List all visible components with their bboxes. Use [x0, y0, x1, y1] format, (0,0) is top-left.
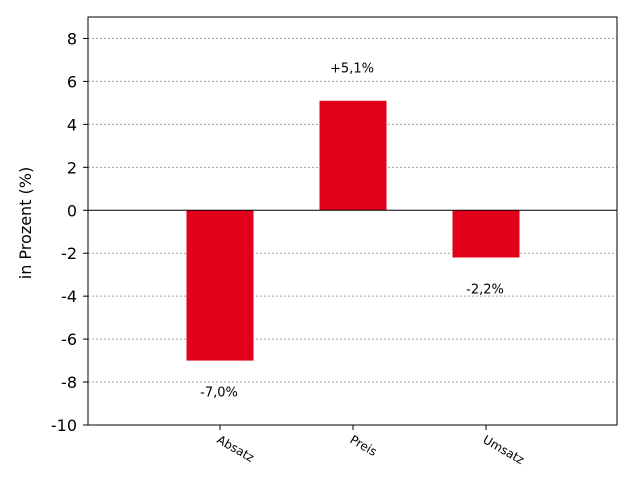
plot-frame [87, 16, 618, 426]
y-tick-label: 4 [67, 115, 77, 134]
y-axis-title: in Prozent (%) [16, 167, 35, 279]
y-tick-label: -10 [51, 416, 77, 435]
bar-preis [319, 100, 387, 211]
x-tick-label: Preis [348, 432, 380, 458]
y-tick-label: 0 [67, 201, 77, 220]
x-axis-ticks: Absatz Preis Umsatz [215, 425, 527, 467]
y-tick-label: 6 [67, 72, 77, 91]
y-tick-label: -6 [61, 330, 77, 349]
bar-umsatz [452, 210, 520, 258]
x-tick-label: Umsatz [481, 432, 527, 467]
y-axis-ticks: -10 -8 -6 -4 -2 0 2 4 6 8 [51, 29, 88, 435]
data-label: +5,1% [330, 62, 374, 77]
x-tick-label: Absatz [215, 432, 257, 464]
y-tick-label: -4 [61, 287, 77, 306]
y-tick-label: -8 [61, 373, 77, 392]
y-tick-label: 2 [67, 158, 77, 177]
data-label: -7,0% [200, 386, 238, 401]
bar-absatz [186, 210, 254, 361]
data-labels: -7,0% +5,1% -2,2% [200, 62, 504, 401]
y-tick-label: -2 [61, 244, 77, 263]
data-label: -2,2% [466, 283, 504, 298]
bars [186, 100, 520, 361]
y-tick-label: 8 [67, 29, 77, 48]
